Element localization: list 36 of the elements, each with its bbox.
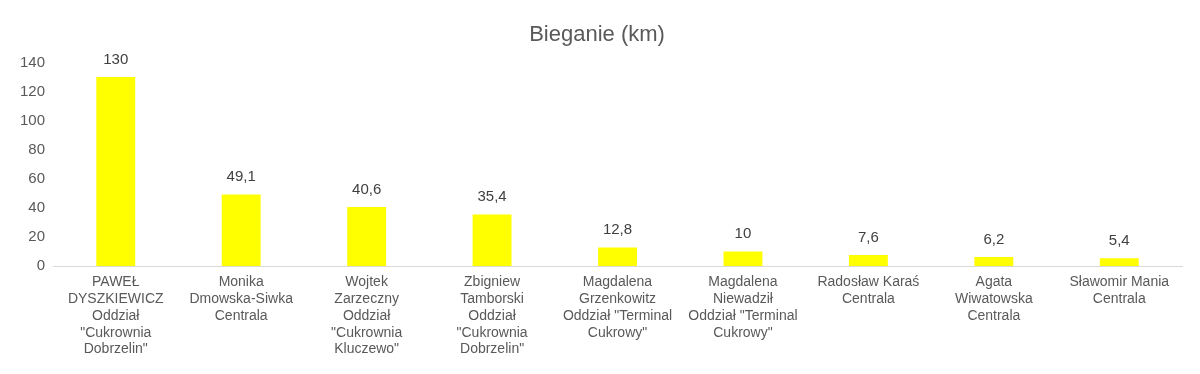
y-tick-label: 120 xyxy=(20,81,46,99)
data-label: 10 xyxy=(734,224,752,242)
x-tick-label: Monika Dmowska-Siwka Centrala xyxy=(189,273,294,323)
y-tick-label: 140 xyxy=(20,52,46,70)
x-tick-label: Magdalena Grzenkowitz Oddział "Terminal Cukrowy" xyxy=(562,273,673,340)
data-label: 130 xyxy=(103,49,129,67)
x-tick-label: Sławomir Mania Centrala xyxy=(1069,273,1170,307)
x-tick-label: PAWEŁ DYSZKIEWICZ Oddział "Cukrownia Dobrzelin" xyxy=(67,273,165,357)
bar xyxy=(347,206,387,266)
bar xyxy=(598,247,637,266)
bar xyxy=(848,254,888,266)
data-label: 40,6 xyxy=(352,179,382,197)
data-label: 7,6 xyxy=(857,227,879,245)
bar xyxy=(221,194,261,266)
x-tick-label: Magdalena Niewadził Oddział "Terminal Cukrowy" xyxy=(688,273,798,340)
y-tick-label: 60 xyxy=(28,168,46,186)
bar xyxy=(974,256,1014,266)
bar xyxy=(723,251,763,266)
y-tick-label: 20 xyxy=(28,227,46,245)
data-label: 6,2 xyxy=(983,229,1005,247)
data-label: 12,8 xyxy=(602,220,633,238)
chart-title: Bieganie (km) xyxy=(529,21,665,47)
y-tick-label: 40 xyxy=(28,197,46,215)
bar xyxy=(96,76,136,266)
y-tick-label: 80 xyxy=(28,139,46,157)
data-label: 5,4 xyxy=(1108,230,1130,248)
data-label: 49,1 xyxy=(226,167,256,185)
y-tick-label: 0 xyxy=(36,256,46,274)
x-tick-label: Radosław Karaś Centrala xyxy=(817,273,920,307)
data-label: 35,4 xyxy=(477,187,507,205)
x-tick-label: Wojtek Zarzeczny Oddział "Cukrownia Kluczewo" xyxy=(331,273,403,357)
bar xyxy=(1099,258,1139,266)
x-tick-label: Zbigniew Tamborski Oddział "Cukrownia Dobrzelin" xyxy=(456,273,528,357)
bar xyxy=(472,214,512,266)
x-tick-label: Agata Wiwatowska Centrala xyxy=(954,273,1033,323)
y-tick-label: 100 xyxy=(20,110,46,128)
